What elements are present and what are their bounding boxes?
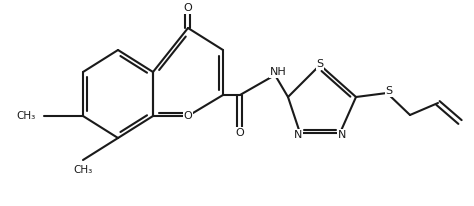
Text: O: O — [236, 128, 245, 138]
Text: N: N — [338, 130, 346, 140]
Text: S: S — [385, 86, 392, 96]
Text: N: N — [294, 130, 302, 140]
Text: CH₃: CH₃ — [73, 165, 92, 175]
Text: NH: NH — [270, 67, 286, 77]
Text: O: O — [183, 3, 192, 13]
Text: S: S — [317, 59, 324, 69]
Text: O: O — [183, 111, 192, 121]
Text: CH₃: CH₃ — [17, 111, 36, 121]
